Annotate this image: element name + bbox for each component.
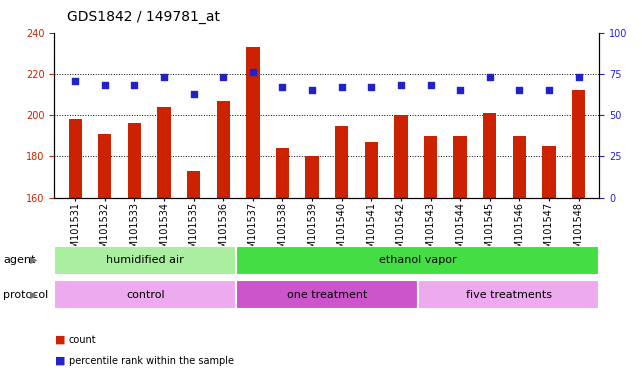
Bar xyxy=(54,246,236,275)
Point xyxy=(514,88,524,94)
Bar xyxy=(128,124,141,198)
Point xyxy=(100,83,110,89)
Point xyxy=(159,74,169,80)
Bar xyxy=(483,113,496,198)
Point xyxy=(337,84,347,90)
Bar xyxy=(187,171,201,198)
Text: GDS1842 / 149781_at: GDS1842 / 149781_at xyxy=(67,10,221,23)
Point xyxy=(395,83,406,89)
Point xyxy=(218,74,228,80)
Bar xyxy=(98,134,112,198)
Text: ▶: ▶ xyxy=(29,290,37,300)
Text: five treatments: five treatments xyxy=(465,290,551,300)
Point xyxy=(485,74,495,80)
Point xyxy=(70,78,80,84)
Bar xyxy=(424,136,437,198)
Bar xyxy=(276,148,289,198)
Text: control: control xyxy=(126,290,165,300)
Bar xyxy=(418,280,599,309)
Text: agent: agent xyxy=(3,255,36,265)
Point xyxy=(129,83,140,89)
Point xyxy=(544,88,554,94)
Bar xyxy=(236,280,418,309)
Point xyxy=(574,74,584,80)
Bar xyxy=(394,115,408,198)
Text: one treatment: one treatment xyxy=(287,290,367,300)
Text: ■: ■ xyxy=(54,335,65,345)
Point xyxy=(426,83,436,89)
Bar xyxy=(365,142,378,198)
Text: humidified air: humidified air xyxy=(106,255,184,265)
Bar xyxy=(542,146,556,198)
Point xyxy=(307,88,317,94)
Bar xyxy=(453,136,467,198)
Text: ■: ■ xyxy=(54,356,65,366)
Bar xyxy=(54,280,236,309)
Bar xyxy=(335,126,348,198)
Point xyxy=(248,69,258,75)
Point xyxy=(455,88,465,94)
Point xyxy=(278,84,288,90)
Bar xyxy=(306,157,319,198)
Text: ethanol vapor: ethanol vapor xyxy=(379,255,456,265)
Point xyxy=(366,84,376,90)
Text: protocol: protocol xyxy=(3,290,49,300)
Text: count: count xyxy=(69,335,96,345)
Bar xyxy=(69,119,82,198)
Bar xyxy=(246,47,260,198)
Bar xyxy=(236,246,599,275)
Bar xyxy=(158,107,171,198)
Bar xyxy=(572,91,585,198)
Bar xyxy=(217,101,230,198)
Point xyxy=(188,91,199,97)
Bar xyxy=(513,136,526,198)
Text: percentile rank within the sample: percentile rank within the sample xyxy=(69,356,233,366)
Text: ▶: ▶ xyxy=(29,255,37,265)
